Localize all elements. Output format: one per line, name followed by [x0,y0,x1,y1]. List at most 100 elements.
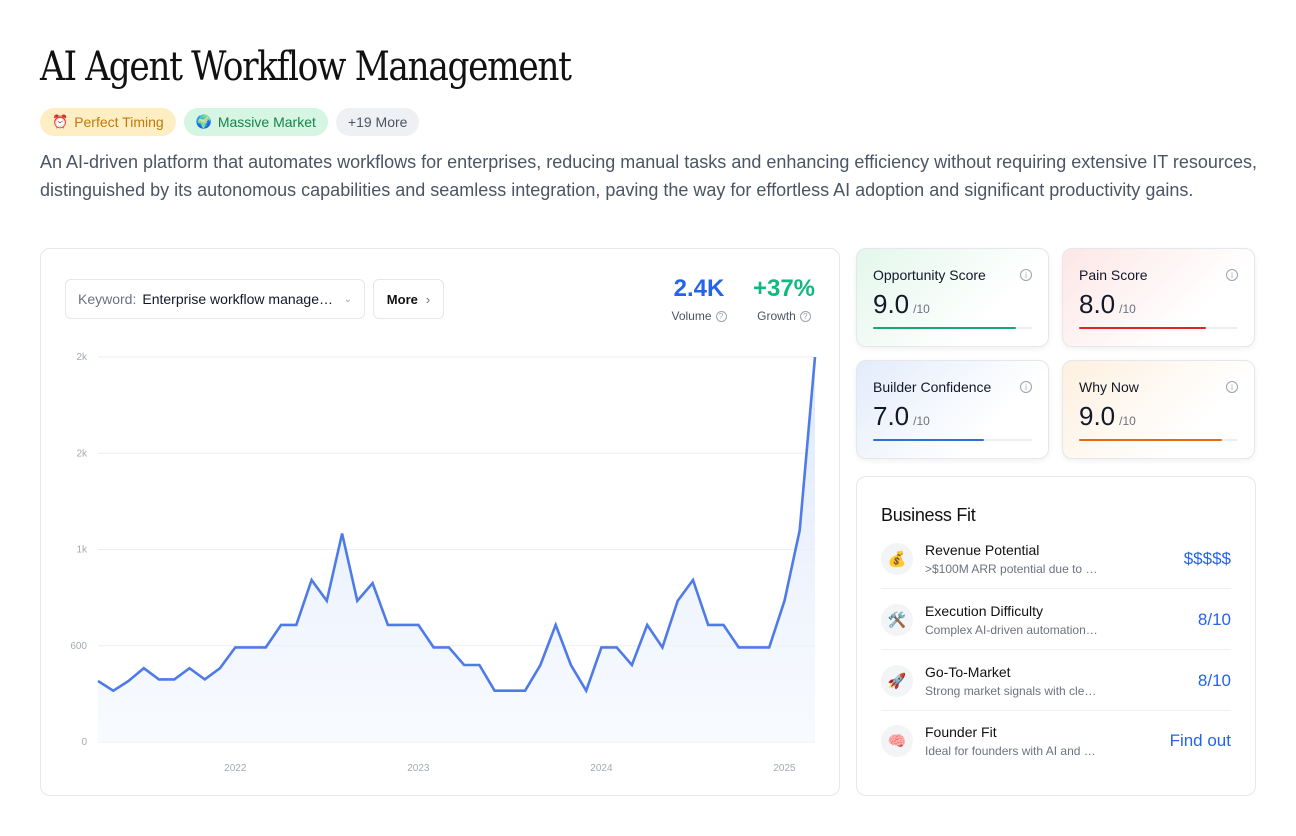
score-bar [873,327,1032,329]
data-point [479,664,480,665]
score-max: /10 [1119,302,1136,316]
page-title: AI Agent Workflow Management [40,44,572,90]
data-point [784,600,785,601]
fit-label: Founder Fit [925,724,997,740]
badge-perfect-timing[interactable]: ⏰ Perfect Timing [40,108,176,136]
badge-label: +19 More [347,114,408,130]
help-icon[interactable]: ? [715,310,727,322]
y-tick-label: 1k [76,545,88,556]
info-icon[interactable]: i [1020,269,1032,281]
volume-label: Volume [671,309,712,323]
score-title: Builder Confidence [873,379,992,395]
data-point [189,668,190,669]
data-point [204,679,205,680]
keyword-select[interactable]: Keyword: Enterprise workflow management … [65,279,365,319]
fit-value: 8/10 [1197,670,1231,690]
data-point [265,647,266,648]
data-point [250,647,251,648]
find-out-link[interactable]: Find out [1169,731,1231,750]
info-icon[interactable]: i [1226,269,1238,281]
trend-chart: 0 600 1k 2k 2k 2022 2023 2024 2025 [70,352,817,774]
chevron-right-icon: › [425,291,431,307]
fit-value: $$$$$ [1183,548,1231,568]
data-point [143,668,144,669]
score-value: 7.0 [873,401,910,431]
score-bar [1079,439,1238,441]
data-point [631,664,632,665]
badge-label: Massive Market [217,114,316,130]
data-point [296,624,297,625]
more-keywords-button[interactable]: More › [373,279,444,319]
score-max: /10 [913,302,930,316]
globe-icon: 🌍 [195,114,212,129]
fit-description: Strong market signals with clear enterpr… [925,683,1100,698]
score-value: 9.0 [873,289,910,319]
score-bar-fill [873,439,985,441]
score-max: /10 [1119,414,1136,428]
x-tick-label: 2023 [407,763,430,774]
data-point [540,664,541,665]
data-point [555,624,556,625]
badge-label: Perfect Timing [74,114,164,130]
fit-label: Execution Difficulty [925,602,1044,619]
opportunity-score-card[interactable]: Opportunity Score i 9.0/10 [856,248,1049,347]
badge-massive-market[interactable]: 🌍 Massive Market [183,108,328,136]
score-bar-fill [1079,327,1207,329]
alarm-clock-icon: ⏰ [52,114,69,129]
data-point [494,690,495,691]
fit-row-revenue-potential[interactable]: 💰 Revenue Potential >$100M ARR potential… [881,529,1231,589]
info-icon[interactable]: i [1020,381,1032,393]
score-title: Why Now [1079,379,1139,395]
fit-row-execution-difficulty[interactable]: 🛠️ Execution Difficulty Complex AI-drive… [881,590,1231,650]
brain-icon: 🧠 [881,725,913,757]
data-point [464,664,465,665]
data-point [570,664,571,665]
data-point [158,679,159,680]
data-point [753,647,754,648]
data-point [738,647,739,648]
x-tick-label: 2022 [224,763,247,774]
tools-icon: 🛠️ [881,603,913,636]
x-tick-label: 2024 [590,763,613,774]
data-point [769,647,770,648]
pain-score-card[interactable]: Pain Score i 8.0/10 [1062,248,1255,347]
fit-row-go-to-market[interactable]: 🚀 Go-To-Market Strong market signals wit… [881,651,1231,711]
score-value: 8.0 [1079,289,1116,319]
data-point [647,624,648,625]
data-point [586,690,587,691]
tag-badges: ⏰ Perfect Timing 🌍 Massive Market +19 Mo… [40,108,420,136]
data-point [677,600,678,601]
data-point [311,579,312,580]
y-tick-label: 2k [76,352,88,363]
data-point [509,690,510,691]
data-point [403,624,404,625]
business-fit-card: Business Fit 💰 Revenue Potential >$100M … [856,476,1256,796]
score-max: /10 [913,414,930,428]
score-bar-fill [873,327,1017,329]
data-point [280,624,281,625]
why-now-card[interactable]: Why Now i 9.0/10 [1062,360,1255,459]
data-point [692,579,693,580]
fit-label: Revenue Potential [925,541,1040,558]
info-icon[interactable]: i [1226,381,1238,393]
data-point [525,690,526,691]
data-point [97,680,98,681]
trend-line [97,356,817,694]
builder-confidence-card[interactable]: Builder Confidence i 7.0/10 [856,360,1049,459]
y-tick-label: 2k [76,448,88,459]
help-icon[interactable]: ? [799,310,811,322]
fit-description: Complex AI-driven automation requires de… [925,622,1100,637]
badge-more[interactable]: +19 More [335,108,420,136]
more-button-label: More [386,291,418,307]
fit-description: Ideal for founders with AI and enterpris… [925,744,1100,758]
data-point [219,668,220,669]
fit-label: Go-To-Market [925,663,1011,680]
fit-value: 8/10 [1197,609,1231,629]
data-point [799,530,800,531]
growth-value: +37% [752,275,816,302]
growth-stat: +37% Growth? [749,275,819,323]
rocket-icon: 🚀 [881,664,913,697]
data-point [433,647,434,648]
data-point [357,600,358,601]
fit-row-founder-fit[interactable]: 🧠 Founder Fit Ideal for founders with AI… [881,711,1231,771]
